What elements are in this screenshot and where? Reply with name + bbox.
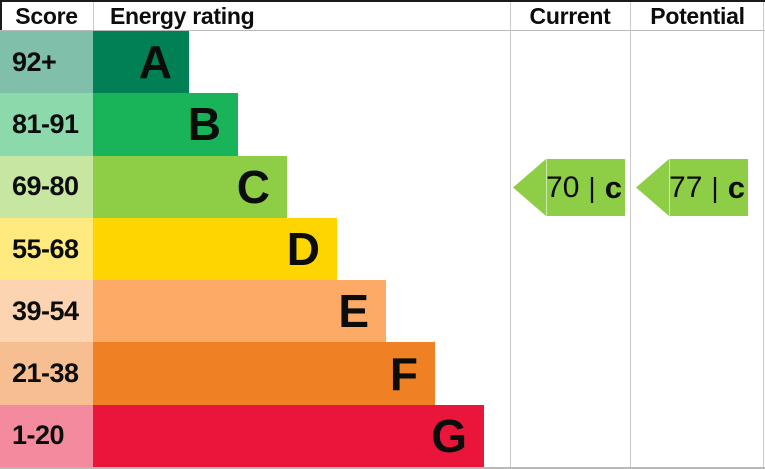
band-letter-f: F bbox=[389, 347, 418, 400]
header-current: Current bbox=[529, 2, 611, 29]
band-row-b: 81-91 B bbox=[0, 93, 765, 156]
band-score-f: 21-38 bbox=[0, 342, 93, 405]
band-row-a: 92+ A bbox=[0, 31, 765, 94]
band-letter-b: B bbox=[187, 98, 221, 151]
current-rating-letter: c bbox=[604, 169, 622, 205]
header-left-border bbox=[0, 0, 2, 31]
band-bar-b: B bbox=[93, 93, 238, 156]
header-score: Score bbox=[15, 2, 78, 29]
header-divider bbox=[0, 30, 765, 31]
column-divider-score bbox=[93, 2, 94, 30]
band-bar-e: E bbox=[93, 280, 386, 343]
header-potential: Potential bbox=[650, 2, 745, 29]
band-score-d: 55-68 bbox=[0, 217, 93, 281]
current-rating-divider: | bbox=[588, 171, 596, 203]
band-bar-a: A bbox=[93, 31, 189, 94]
bottom-border bbox=[0, 467, 765, 469]
band-row-c: 69-80 C bbox=[0, 155, 765, 218]
band-row-d: 55-68 D bbox=[0, 217, 765, 281]
arrow-seam bbox=[546, 159, 547, 216]
band-row-e: 39-54 E bbox=[0, 280, 765, 343]
band-score-b: 81-91 bbox=[0, 93, 93, 156]
table-header: Score Energy rating Current Potential bbox=[0, 2, 765, 30]
band-bar-g: G bbox=[93, 404, 484, 468]
current-rating-value: 70 bbox=[546, 170, 580, 204]
band-row-f: 21-38 F bbox=[0, 342, 765, 405]
potential-rating-divider: | bbox=[711, 171, 719, 203]
arrow-seam bbox=[669, 159, 670, 216]
header-energy-rating: Energy rating bbox=[110, 2, 255, 29]
potential-rating-value: 77 bbox=[669, 170, 703, 204]
band-letter-a: A bbox=[138, 36, 172, 89]
potential-rating-letter: c bbox=[727, 169, 745, 205]
band-score-c: 69-80 bbox=[0, 155, 93, 218]
band-score-a: 92+ bbox=[0, 31, 93, 94]
band-score-e: 39-54 bbox=[0, 280, 93, 343]
band-score-g: 1-20 bbox=[0, 404, 93, 468]
column-divider-potential bbox=[630, 2, 631, 467]
right-border bbox=[763, 2, 764, 467]
band-row-g: 1-20 G bbox=[0, 404, 765, 468]
band-bar-c: C bbox=[93, 155, 287, 218]
band-letter-d: D bbox=[286, 223, 320, 276]
column-divider-current bbox=[510, 2, 511, 467]
band-letter-c: C bbox=[236, 160, 270, 213]
band-bar-d: D bbox=[93, 217, 337, 281]
band-letter-g: G bbox=[431, 409, 467, 462]
top-border bbox=[0, 0, 765, 2]
band-letter-e: E bbox=[338, 285, 369, 338]
band-rows: 92+ A 81-91 B 69-80 C 55-68 D 39-54 bbox=[0, 31, 765, 468]
band-bar-f: F bbox=[93, 342, 435, 405]
